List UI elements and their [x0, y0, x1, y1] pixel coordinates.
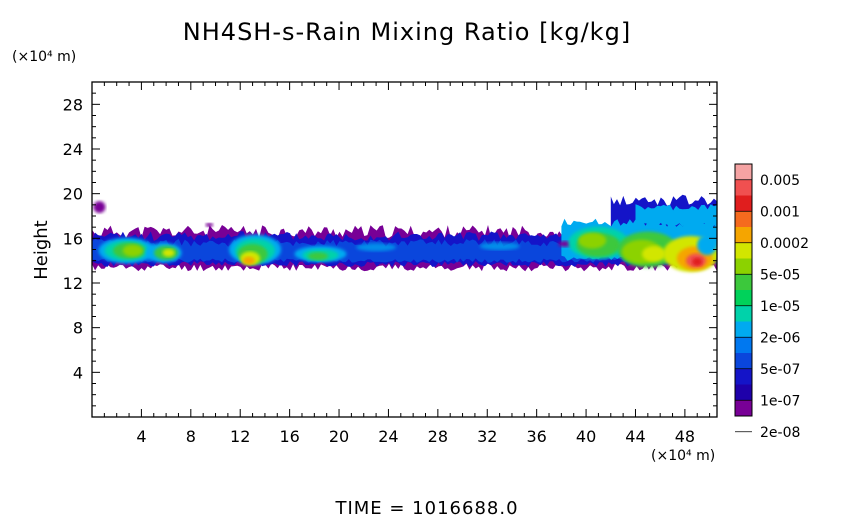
data-field — [92, 194, 717, 272]
colorbar-label: 2e-06 — [760, 330, 800, 346]
y-tick-label: 20 — [63, 185, 83, 204]
colorbar-frame — [734, 163, 753, 417]
colorbar-swatch — [735, 305, 752, 322]
colorbar-label: 5e-05 — [760, 267, 800, 283]
colorbar-label: 1e-05 — [760, 299, 800, 315]
y-tick-label: 8 — [73, 319, 83, 338]
field-core — [479, 242, 520, 251]
x-tick-label: 12 — [230, 427, 250, 446]
y-tick-label: 16 — [63, 229, 83, 248]
y-tick-labels: 4 8 12 16 20 24 28 — [63, 95, 83, 382]
colorbar-swatch — [735, 384, 752, 401]
colorbar-swatch — [735, 211, 752, 228]
field-core — [205, 222, 214, 227]
colorbar-swatch — [735, 242, 752, 259]
colorbar-swatch — [735, 290, 752, 307]
y-tick-label: 4 — [73, 363, 83, 382]
x-tick-label: 40 — [576, 427, 596, 446]
field-core — [162, 248, 175, 257]
y-axis-title: Height — [31, 220, 52, 280]
field-core — [697, 235, 717, 256]
colorbar-label: 0.0002 — [760, 236, 809, 252]
axis-ticks — [92, 82, 717, 417]
colorbar-label: 0.005 — [760, 173, 800, 189]
y-tick-label: 12 — [63, 274, 83, 293]
field-core — [93, 201, 106, 214]
x-unit-label: (×10⁴ m) — [651, 448, 715, 464]
colorbar-label: 5e-07 — [760, 362, 800, 378]
field-core — [122, 244, 143, 257]
y-tick-label: 28 — [63, 95, 83, 114]
y-tick-label: 24 — [63, 140, 83, 159]
field-core — [242, 256, 255, 265]
x-tick-label: 16 — [279, 427, 299, 446]
colorbar-swatch — [735, 321, 752, 338]
x-tick-label: 48 — [675, 427, 695, 446]
x-tick-label: 36 — [526, 427, 546, 446]
colorbar-swatch — [735, 195, 752, 212]
colorbar-swatch — [735, 258, 752, 275]
field-core — [356, 243, 397, 252]
time-label: TIME = 1016688.0 — [334, 498, 518, 519]
colorbar-swatch — [735, 368, 752, 385]
colorbar-swatch — [735, 274, 752, 291]
field-blob — [635, 204, 717, 227]
x-tick-label: 44 — [625, 427, 645, 446]
field-core — [578, 232, 607, 249]
field-core — [692, 257, 703, 266]
colorbar-swatch — [735, 353, 752, 370]
chart-title: NH4SH-s-Rain Mixing Ratio [kg/kg] — [183, 18, 631, 46]
colorbar-swatch — [735, 179, 752, 196]
colorbar-swatch — [735, 400, 752, 417]
field-core — [642, 245, 667, 262]
colorbar-label: 0.001 — [760, 204, 800, 220]
colorbar-label: 1e-07 — [760, 393, 800, 409]
x-tick-label: 20 — [329, 427, 349, 446]
x-tick-label: 24 — [378, 427, 398, 446]
colorbar — [734, 163, 753, 433]
x-tick-label: 4 — [136, 427, 146, 446]
x-tick-label: 32 — [477, 427, 497, 446]
x-tick-label: 8 — [186, 427, 196, 446]
field-core — [308, 252, 329, 261]
y-unit-label: (×10⁴ m) — [12, 49, 76, 65]
colorbar-label: 2e-08 — [760, 425, 800, 441]
colorbar-swatch — [735, 227, 752, 244]
colorbar-labels: 0.005 0.001 0.0002 5e-05 1e-05 2e-06 5e-07 1e-0… — [760, 173, 809, 441]
colorbar-swatch — [735, 164, 752, 181]
x-tick-labels: 4 8 12 16 20 24 28 32 36 40 44 48 — [136, 427, 695, 446]
colorbar-swatch — [735, 337, 752, 354]
x-tick-label: 28 — [428, 427, 448, 446]
